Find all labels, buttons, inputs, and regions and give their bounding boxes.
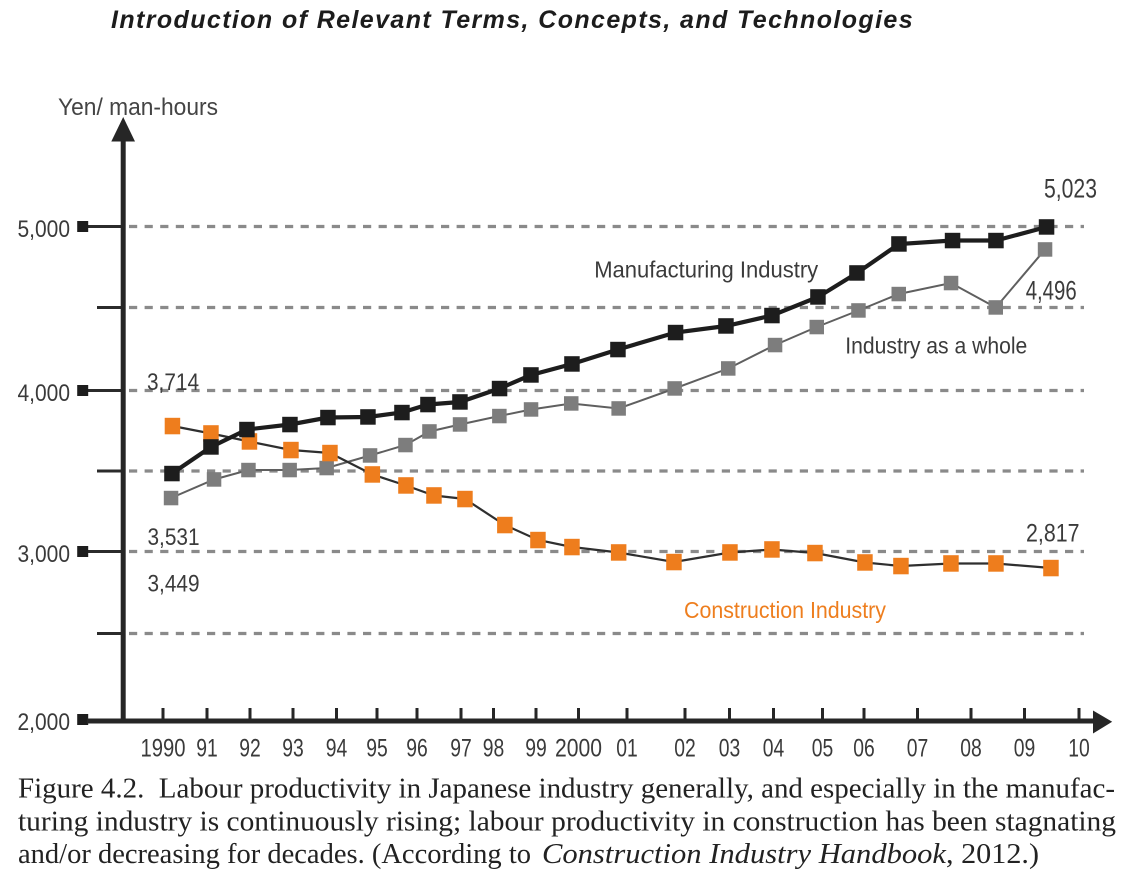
- svg-text:and/or decreasing for decades.: and/or decreasing for decades. (Accordin…: [18, 838, 531, 870]
- svg-text:92: 92: [239, 735, 261, 763]
- svg-text:2,000: 2,000: [18, 709, 71, 736]
- svg-text:94: 94: [326, 735, 348, 763]
- svg-text:02: 02: [674, 735, 696, 763]
- svg-text:91: 91: [196, 735, 218, 763]
- svg-text:08: 08: [960, 735, 982, 763]
- svg-text:07: 07: [907, 735, 929, 763]
- svg-text:Yen/ man-hours: Yen/ man-hours: [58, 94, 218, 121]
- svg-text:Construction Industry Handbook: Construction Industry Handbook: [542, 838, 947, 870]
- svg-text:Introduction of Relevant Terms: Introduction of Relevant Terms, Concepts…: [111, 6, 914, 34]
- svg-text:3,531: 3,531: [148, 524, 200, 551]
- svg-text:2,817: 2,817: [1026, 520, 1080, 548]
- svg-text:, 2012.): , 2012.): [946, 838, 1039, 870]
- svg-text:01: 01: [616, 735, 638, 763]
- svg-text:10: 10: [1068, 735, 1090, 763]
- svg-text:Figure 4.2. Labour productivi: Figure 4.2. Labour productivity in Japan…: [18, 773, 1115, 805]
- svg-text:4,496: 4,496: [1026, 276, 1077, 306]
- svg-text:09: 09: [1014, 735, 1036, 763]
- svg-text:4,000: 4,000: [18, 380, 71, 407]
- svg-text:2000: 2000: [555, 735, 602, 763]
- svg-text:3,449: 3,449: [148, 571, 200, 598]
- svg-text:93: 93: [282, 735, 304, 763]
- svg-text:06: 06: [853, 735, 875, 763]
- svg-text:3,714: 3,714: [147, 369, 199, 396]
- svg-text:05: 05: [812, 735, 834, 763]
- svg-text:99: 99: [525, 735, 547, 763]
- svg-text:3,000: 3,000: [18, 541, 71, 568]
- svg-text:turing industry is continuousl: turing industry is continuously rising; …: [18, 805, 1116, 837]
- svg-text:96: 96: [406, 735, 428, 763]
- svg-text:Construction Industry: Construction Industry: [684, 597, 886, 623]
- svg-text:5,023: 5,023: [1044, 174, 1097, 204]
- svg-text:95: 95: [366, 735, 388, 763]
- svg-text:98: 98: [483, 735, 505, 763]
- svg-text:03: 03: [719, 735, 741, 763]
- svg-text:1990: 1990: [141, 735, 186, 763]
- svg-text:97: 97: [450, 735, 472, 763]
- svg-text:5,000: 5,000: [18, 216, 71, 243]
- svg-text:Manufacturing Industry: Manufacturing Industry: [594, 257, 818, 283]
- svg-text:04: 04: [763, 735, 785, 763]
- svg-text:Industry as a whole: Industry as a whole: [845, 333, 1027, 359]
